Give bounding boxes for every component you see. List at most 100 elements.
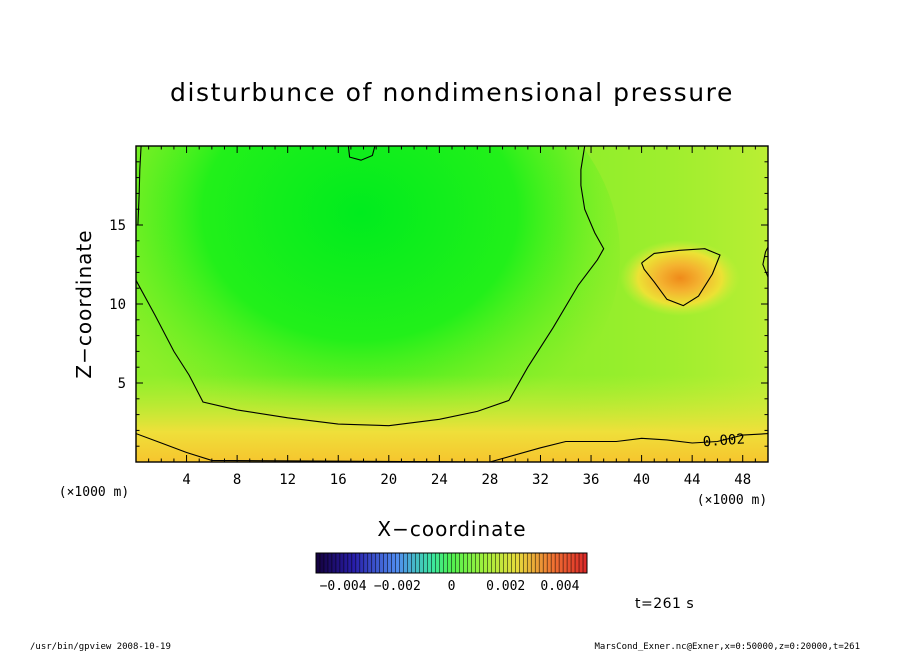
colorbar-cell xyxy=(531,553,536,573)
contour-right_high xyxy=(641,248,721,307)
colorbar-cell xyxy=(367,553,373,573)
x-tick-label: 24 xyxy=(431,472,448,488)
colorbar-cell xyxy=(503,553,508,573)
colorbar-tick-label: −0.004 xyxy=(320,579,367,594)
colorbar-cell xyxy=(519,553,524,573)
colorbar-cell xyxy=(455,553,460,573)
colorbar-cell xyxy=(439,553,444,573)
x-tick-label: 36 xyxy=(583,472,600,488)
colorbar-cell xyxy=(579,553,584,573)
colorbar-cell xyxy=(363,553,369,573)
colorbar-cell xyxy=(351,553,357,573)
colorbar-cell xyxy=(487,553,492,573)
colorbar-cell xyxy=(375,553,381,573)
colorbar-cell xyxy=(479,553,484,573)
colorbar-cell xyxy=(539,553,544,573)
colorbar-cell xyxy=(323,553,329,573)
colorbar-cell xyxy=(423,553,428,573)
colorbar-labels: −0.004 −0.002 0 0.002 0.004 xyxy=(320,579,580,594)
colorbar-cell xyxy=(583,553,588,573)
x-tick-label: 16 xyxy=(330,472,347,488)
colorbar-cell xyxy=(543,553,548,573)
heatmap-hotspot xyxy=(620,240,740,316)
colorbar-cell xyxy=(567,553,572,573)
colorbar-cell xyxy=(511,553,516,573)
colorbar-cell xyxy=(399,553,405,573)
x-axis-label: X−coordinate xyxy=(377,517,526,541)
colorbar-cell xyxy=(547,553,552,573)
footer-left: /usr/bin/gpview 2008-10-19 xyxy=(30,642,171,652)
contour-right_edge xyxy=(762,246,768,278)
chart-title: disturbunce of nondimensional pressure xyxy=(170,78,734,107)
contour-label-layer: 0.002 xyxy=(702,431,745,450)
x-unit-right: (×1000 m) xyxy=(697,493,767,508)
colorbar-cell xyxy=(443,553,448,573)
y-axis-ticks: 5 10 15 xyxy=(109,161,768,447)
y-tick-label: 10 xyxy=(109,297,126,313)
colorbar-cell xyxy=(343,553,349,573)
colorbar-cell xyxy=(575,553,580,573)
colorbar-cell xyxy=(555,553,560,573)
colorbar-cell xyxy=(471,553,476,573)
colorbar-cell xyxy=(427,553,432,573)
colorbar-cell xyxy=(571,553,576,573)
colorbar-cell xyxy=(391,553,397,573)
colorbar-cell xyxy=(447,553,452,573)
x-tick-label: 4 xyxy=(182,472,190,488)
colorbar-cell xyxy=(559,553,564,573)
colorbar-cell xyxy=(563,553,568,573)
colorbar-cell xyxy=(319,553,325,573)
colorbar-tick-label: −0.002 xyxy=(374,579,421,594)
x-tick-label: 40 xyxy=(633,472,650,488)
x-tick-label: 8 xyxy=(233,472,241,488)
colorbar-cell xyxy=(475,553,480,573)
colorbar-cell xyxy=(527,553,532,573)
colorbar-cell xyxy=(451,553,456,573)
colorbar-cell xyxy=(371,553,377,573)
colorbar-cell xyxy=(395,553,401,573)
x-tick-label: 28 xyxy=(481,472,498,488)
colorbar-cell xyxy=(419,553,425,573)
x-tick-label: 12 xyxy=(279,472,296,488)
colorbar-cell xyxy=(459,553,464,573)
colorbar-cell xyxy=(495,553,500,573)
colorbar-cell xyxy=(467,553,472,573)
colorbar-cell xyxy=(523,553,528,573)
colorbar-cell xyxy=(435,553,440,573)
colorbar-cell xyxy=(411,553,417,573)
colorbar-cell xyxy=(535,553,540,573)
time-label: t=261 s xyxy=(635,596,695,612)
x-tick-label: 20 xyxy=(380,472,397,488)
x-unit-left: (×1000 m) xyxy=(59,485,129,500)
contour-main_dip xyxy=(136,146,605,427)
colorbar-tick-label: 0.002 xyxy=(486,579,525,594)
colorbar-cell xyxy=(379,553,385,573)
colorbar-cell xyxy=(347,553,353,573)
colorbar-cell xyxy=(507,553,512,573)
x-tick-label: 32 xyxy=(532,472,549,488)
colorbar-cell xyxy=(327,553,333,573)
colorbar-cell xyxy=(355,553,361,573)
colorbar-cell xyxy=(387,553,393,573)
colorbar-cell xyxy=(499,553,504,573)
colorbar-cell xyxy=(415,553,421,573)
y-axis-label: Z−coordinate xyxy=(72,229,96,378)
colorbar-tick-label: 0 xyxy=(448,579,456,594)
x-axis-ticks: 4 8 12 16 20 24 28 32 36 40 44 48 xyxy=(148,146,756,488)
x-tick-label: 48 xyxy=(734,472,751,488)
colorbar-cell xyxy=(316,553,321,573)
y-tick-label: 15 xyxy=(109,218,126,234)
colorbar-cell xyxy=(403,553,409,573)
heatmap-bottom-glow xyxy=(136,375,768,462)
heatmap-field xyxy=(136,146,768,462)
colorbar-cell xyxy=(383,553,389,573)
contour-bottom xyxy=(136,433,768,462)
footer-right: MarsCond_Exner.nc@Exner,x=0:50000,z=0:20… xyxy=(594,642,860,652)
contour-label: 0.002 xyxy=(702,431,745,450)
colorbar-cell xyxy=(331,553,337,573)
colorbar-cell xyxy=(463,553,468,573)
colorbar-frame xyxy=(315,552,588,574)
contour-upper_low xyxy=(347,146,376,161)
colorbar-cell xyxy=(431,553,436,573)
